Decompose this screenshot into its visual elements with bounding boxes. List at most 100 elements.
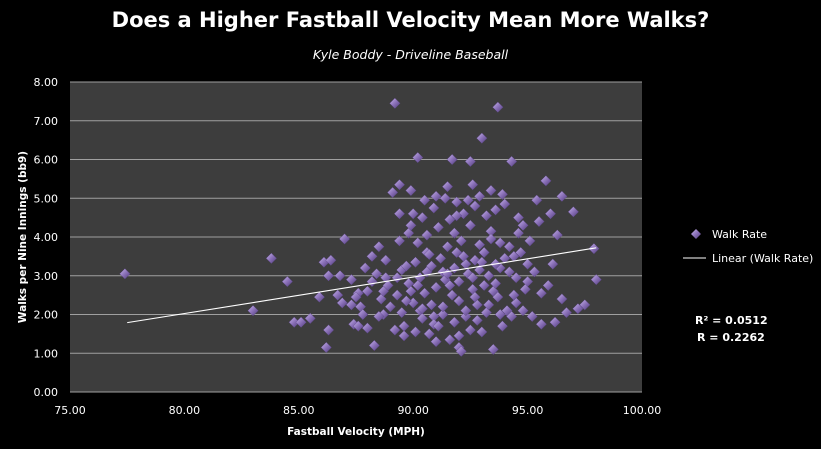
data-point — [460, 305, 472, 317]
data-point — [393, 235, 405, 247]
data-point — [494, 237, 506, 249]
legend-marker-walk-rate — [691, 229, 701, 239]
data-point — [350, 291, 362, 303]
data-point — [393, 179, 405, 191]
r-squared-annotation: R² = 0.0512 — [695, 314, 768, 327]
data-point — [437, 309, 449, 320]
data-point — [304, 312, 316, 324]
data-point — [474, 190, 486, 202]
data-point — [478, 279, 490, 291]
data-point — [496, 188, 508, 200]
data-point — [359, 262, 371, 274]
data-point — [430, 190, 442, 202]
data-point — [325, 254, 337, 266]
data-point — [410, 256, 421, 268]
data-point — [393, 208, 405, 220]
r-annotation: R = 0.2262 — [697, 331, 765, 344]
data-point — [345, 274, 357, 286]
y-tick-label: 4.00 — [34, 231, 59, 244]
data-point — [416, 312, 428, 324]
data-point — [590, 274, 602, 286]
data-point — [455, 235, 467, 247]
data-point — [453, 295, 465, 307]
data-point — [405, 219, 417, 231]
data-point — [247, 305, 259, 317]
chart-title: Does a Higher Fastball Velocity Mean Mor… — [111, 8, 710, 32]
data-point — [451, 196, 463, 208]
y-tick-label: 6.00 — [34, 154, 59, 167]
legend-label-linear: Linear (Walk Rate) — [712, 252, 813, 265]
data-point — [467, 179, 479, 191]
data-point — [361, 285, 373, 297]
data-point — [506, 155, 518, 167]
data-point — [407, 208, 419, 220]
data-point — [517, 305, 529, 317]
data-point — [398, 330, 410, 342]
y-tick-labels: 0.00 1.00 2.00 3.00 4.00 5.00 6.00 7.00 8.00 — [34, 76, 59, 399]
data-point — [480, 307, 492, 319]
legend-label-walk-rate: Walk Rate — [712, 228, 767, 241]
data-point — [352, 320, 364, 332]
data-point — [448, 316, 460, 328]
data-point — [366, 250, 378, 262]
x-tick-label: 80.00 — [169, 404, 201, 417]
data-point — [519, 283, 531, 295]
data-point — [332, 289, 344, 301]
y-tick-label: 1.00 — [34, 347, 59, 360]
data-point — [119, 268, 131, 280]
data-point — [544, 208, 556, 220]
data-point — [517, 219, 529, 231]
data-point — [421, 266, 433, 278]
data-point — [428, 202, 440, 214]
data-point — [435, 252, 447, 264]
x-tick-labels: 75.00 80.00 85.00 90.00 95.00 100.00 — [54, 404, 661, 417]
data-point — [508, 289, 520, 301]
data-point — [524, 235, 536, 247]
data-point — [448, 227, 460, 239]
data-point — [432, 320, 444, 332]
data-point — [432, 221, 444, 233]
x-axis-title: Fastball Velocity (MPH) — [287, 426, 425, 438]
data-point — [455, 345, 467, 357]
data-point — [439, 192, 451, 204]
data-point — [490, 204, 502, 216]
data-point — [478, 247, 490, 258]
data-point — [460, 310, 472, 322]
data-point — [483, 299, 495, 311]
data-point — [281, 276, 293, 288]
y-tick-label: 7.00 — [34, 115, 59, 128]
data-point — [377, 285, 389, 297]
data-point — [423, 248, 435, 260]
data-point — [526, 310, 538, 322]
data-point — [540, 175, 552, 187]
data-point — [476, 326, 488, 338]
data-point — [515, 247, 527, 258]
data-point — [265, 252, 277, 264]
data-point — [380, 254, 392, 266]
data-point — [494, 309, 506, 320]
data-point — [384, 301, 396, 313]
data-point — [547, 258, 559, 270]
data-point — [531, 194, 543, 206]
data-point — [389, 97, 401, 109]
data-point — [416, 212, 428, 224]
data-point — [492, 291, 504, 303]
data-point — [400, 295, 412, 307]
y-tick-label: 3.00 — [34, 270, 59, 283]
data-point — [373, 241, 385, 253]
data-point — [412, 152, 424, 164]
data-point — [471, 299, 483, 311]
data-point — [451, 210, 463, 222]
data-point — [469, 291, 481, 303]
data-point — [499, 252, 511, 264]
data-point — [430, 281, 442, 293]
data-point — [480, 210, 492, 222]
gridlines — [70, 81, 642, 393]
data-point — [430, 336, 442, 348]
data-point — [446, 289, 458, 301]
y-tick-label: 0.00 — [34, 386, 59, 399]
data-point — [462, 194, 474, 206]
data-point — [535, 287, 547, 299]
data-point — [391, 289, 403, 301]
y-tick-label: 8.00 — [34, 76, 59, 89]
